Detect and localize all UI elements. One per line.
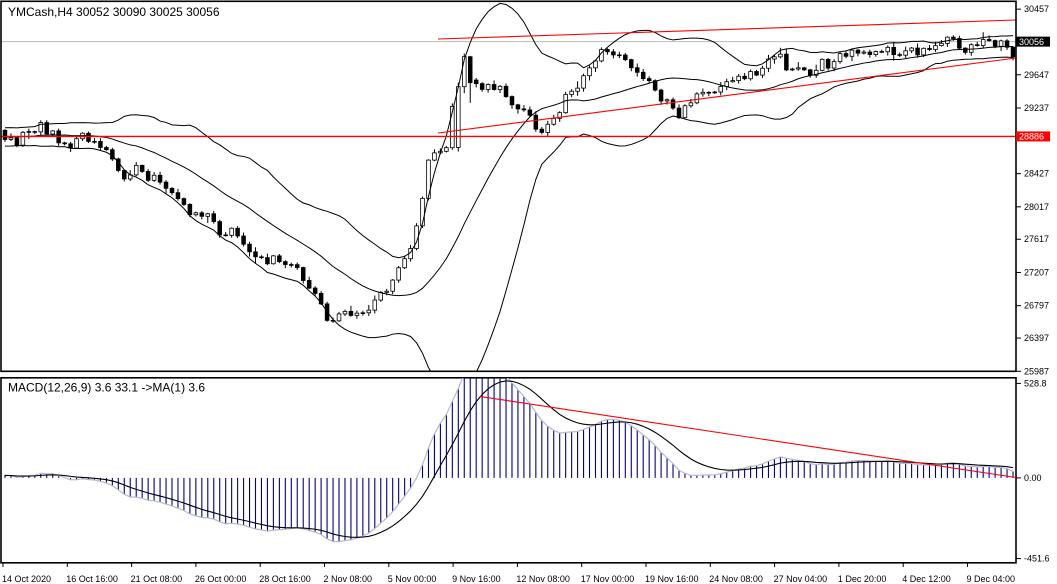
svg-text:528.8: 528.8	[1024, 378, 1047, 388]
svg-text:-451.6: -451.6	[1024, 554, 1050, 564]
svg-text:9 Dec 04:00: 9 Dec 04:00	[967, 574, 1016, 584]
svg-text:14 Oct 2020: 14 Oct 2020	[2, 574, 51, 584]
svg-text:27207: 27207	[1024, 267, 1049, 277]
svg-text:5 Nov 00:00: 5 Nov 00:00	[388, 574, 437, 584]
svg-text:16 Oct 16:00: 16 Oct 16:00	[66, 574, 118, 584]
svg-text:9 Nov 16:00: 9 Nov 16:00	[452, 574, 501, 584]
svg-text:30457: 30457	[1024, 4, 1049, 14]
svg-text:MACD(12,26,9) 3.6 33.1 ->MA(: MACD(12,26,9) 3.6 33.1 ->MA(1) 3.6	[8, 381, 205, 395]
svg-text:28 Oct 16:00: 28 Oct 16:00	[259, 574, 311, 584]
svg-text:19 Nov 16:00: 19 Nov 16:00	[645, 574, 699, 584]
svg-text:27 Nov 04:00: 27 Nov 04:00	[774, 574, 828, 584]
svg-text:28017: 28017	[1024, 202, 1049, 212]
svg-text:17 Nov 00:00: 17 Nov 00:00	[581, 574, 635, 584]
svg-text:0.00: 0.00	[1024, 473, 1042, 483]
svg-text:26397: 26397	[1024, 333, 1049, 343]
svg-text:29237: 29237	[1024, 103, 1049, 113]
svg-text:YMCash,H4 30052 30090 30025 3: YMCash,H4 30052 30090 30025 30056	[8, 5, 220, 19]
svg-text:21 Oct 08:00: 21 Oct 08:00	[131, 574, 183, 584]
svg-text:2 Nov 08:00: 2 Nov 08:00	[324, 574, 373, 584]
svg-text:1 Dec 20:00: 1 Dec 20:00	[838, 574, 887, 584]
svg-text:30056: 30056	[1019, 37, 1044, 47]
svg-text:28886: 28886	[1019, 132, 1044, 142]
svg-text:25987: 25987	[1024, 366, 1049, 376]
svg-text:29647: 29647	[1024, 70, 1049, 80]
svg-text:27617: 27617	[1024, 234, 1049, 244]
svg-text:26 Oct 00:00: 26 Oct 00:00	[195, 574, 247, 584]
svg-text:24 Nov 08:00: 24 Nov 08:00	[709, 574, 763, 584]
svg-text:12 Nov 08:00: 12 Nov 08:00	[516, 574, 570, 584]
svg-text:26797: 26797	[1024, 301, 1049, 311]
svg-text:28427: 28427	[1024, 169, 1049, 179]
svg-text:4 Dec 12:00: 4 Dec 12:00	[902, 574, 951, 584]
